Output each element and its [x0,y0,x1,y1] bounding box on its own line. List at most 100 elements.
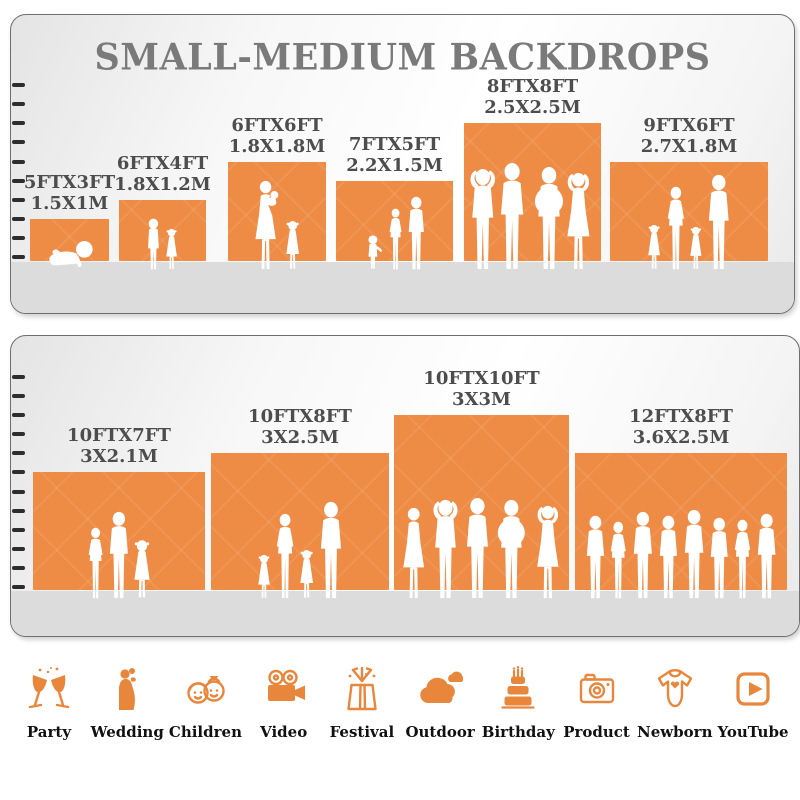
size-feet: 8FTX8FT [486,76,579,98]
scale-tick [12,527,25,532]
birthday-icon [495,666,541,712]
scale-tick [12,432,25,437]
scale-tick [12,140,25,145]
silhouette-man [408,196,425,270]
scale-tick [12,546,25,551]
category-product: Product [563,662,630,741]
newborn-icon [652,666,698,712]
silhouette-man [708,174,730,270]
silhouette-man-hands-on-hips [495,499,528,599]
silhouette-woman [88,527,103,599]
category-label: Birthday [481,723,555,741]
category-label: Wedding [90,723,164,741]
silhouette-man [710,517,728,599]
category-video: Video [251,662,317,741]
size-feet: 7FTX5FT [348,133,441,155]
video-icon [261,666,307,712]
scale-tick [12,394,25,398]
scale-tick [12,83,25,88]
size-feet: 10FTX7FT [67,425,171,447]
size-meters: 1.8X1.2M [114,173,211,195]
backdrop-size-label: 9FTX6FT 2.7X1.8M [641,115,738,157]
backdrop-5ftx3ft [30,218,109,268]
category-label: Outdoor [405,723,475,741]
size-meters: 3.6X2.5M [632,427,730,449]
silhouette-man [684,509,704,599]
silhouette-girl [300,549,314,599]
silhouette-man-hands-on-head [468,168,498,270]
scale-tick [12,508,25,513]
silhouette-man [500,162,524,270]
silhouette-woman-holding-baby [255,180,280,270]
category-party: Party [16,662,82,741]
silhouette-man-hands-on-hips [532,166,566,270]
scale-tick [12,102,25,107]
silhouette-woman [734,519,751,599]
backdrop-size-label: 7FTX5FT 2.2X1.5M [346,134,443,176]
size-feet: 5FTX3FT [23,171,116,193]
silhouette-woman-dress-hands-on-head [534,505,562,599]
category-row: Party Wedding Children Video Festival Outdoor… [16,662,789,754]
size-meters: 2.5X2.5M [484,97,581,119]
silhouette-man [320,501,342,599]
silhouette-girl [690,226,702,270]
children-icon [182,666,228,712]
category-birthday: Birthday [482,662,555,741]
scale-tick [12,451,25,456]
backdrop-6ftx4ft [119,199,206,270]
backdrop-size-label: 10FTX10FT 3X3M [423,368,539,410]
silhouette-man-hands-on-head [431,499,460,599]
silhouette-woman [610,521,627,599]
small-medium-backdrops-panel: SMALL-MEDIUM BACKDROPS 123456789105FTX3F… [10,14,795,314]
scale-tick [12,565,25,570]
backdrop-6ftx6ft [228,161,326,270]
size-feet: 10FTX10FT [423,368,540,390]
silhouette-woman-dress [402,507,425,599]
silhouette-woman [276,513,294,599]
backdrop-size-label: 10FTX8FT 3X2.5M [248,406,352,448]
scale-tick [12,235,25,240]
category-wedding: Wedding [91,662,164,741]
backdrop-7ftx5ft [336,180,453,270]
backdrop-10ftx8ft [211,453,389,599]
scale-tick [12,216,25,221]
silhouette-man [659,515,678,599]
outdoor-icon [417,666,464,712]
floor-strip [11,262,794,313]
silhouette-girl [648,224,661,270]
category-label: Newborn [637,723,713,741]
category-label: YouTube [717,723,789,741]
silhouette-man [586,515,605,599]
backdrop-size-label: 8FTX8FT 2.5X2.5M [484,76,581,118]
backdrop-12ftx8ft [575,453,787,599]
floor-strip [11,591,799,636]
scale-tick [12,178,25,183]
scale-tick [12,374,25,379]
size-meters: 2.2X1.5M [346,154,443,176]
silhouette-woman-dress-hands-on-head [564,172,593,270]
size-feet: 6FTX4FT [116,152,209,174]
silhouette-man [757,513,776,599]
large-backdrops-panel: 12345678910111210FTX7FT3X2.1M10FTX8FT3X2… [10,335,800,637]
youtube-icon [730,666,776,712]
silhouette-woman [389,208,402,270]
size-meters: 3X2.1M [80,446,158,468]
category-label: Children [168,723,242,741]
backdrop-size-label: 6FTX6FT 1.8X1.8M [229,115,326,157]
backdrop-size-label: 12FTX8FT 3.6X2.5M [629,406,733,448]
category-outdoor: Outdoor [405,662,475,741]
silhouette-man [466,497,489,599]
product-icon [574,666,620,712]
scale-tick [12,255,25,259]
category-youtube: YouTube [717,662,789,741]
backdrop-10ftx10ft [394,415,569,599]
page-title: SMALL-MEDIUM BACKDROPS [94,35,711,80]
category-newborn: Newborn [637,662,712,741]
category-festival: Festival [329,662,395,741]
scale-tick [12,585,25,589]
festival-icon [339,666,385,712]
silhouette-toddler [364,235,383,270]
silhouette-boy [147,218,160,270]
scale-tick [12,121,25,126]
